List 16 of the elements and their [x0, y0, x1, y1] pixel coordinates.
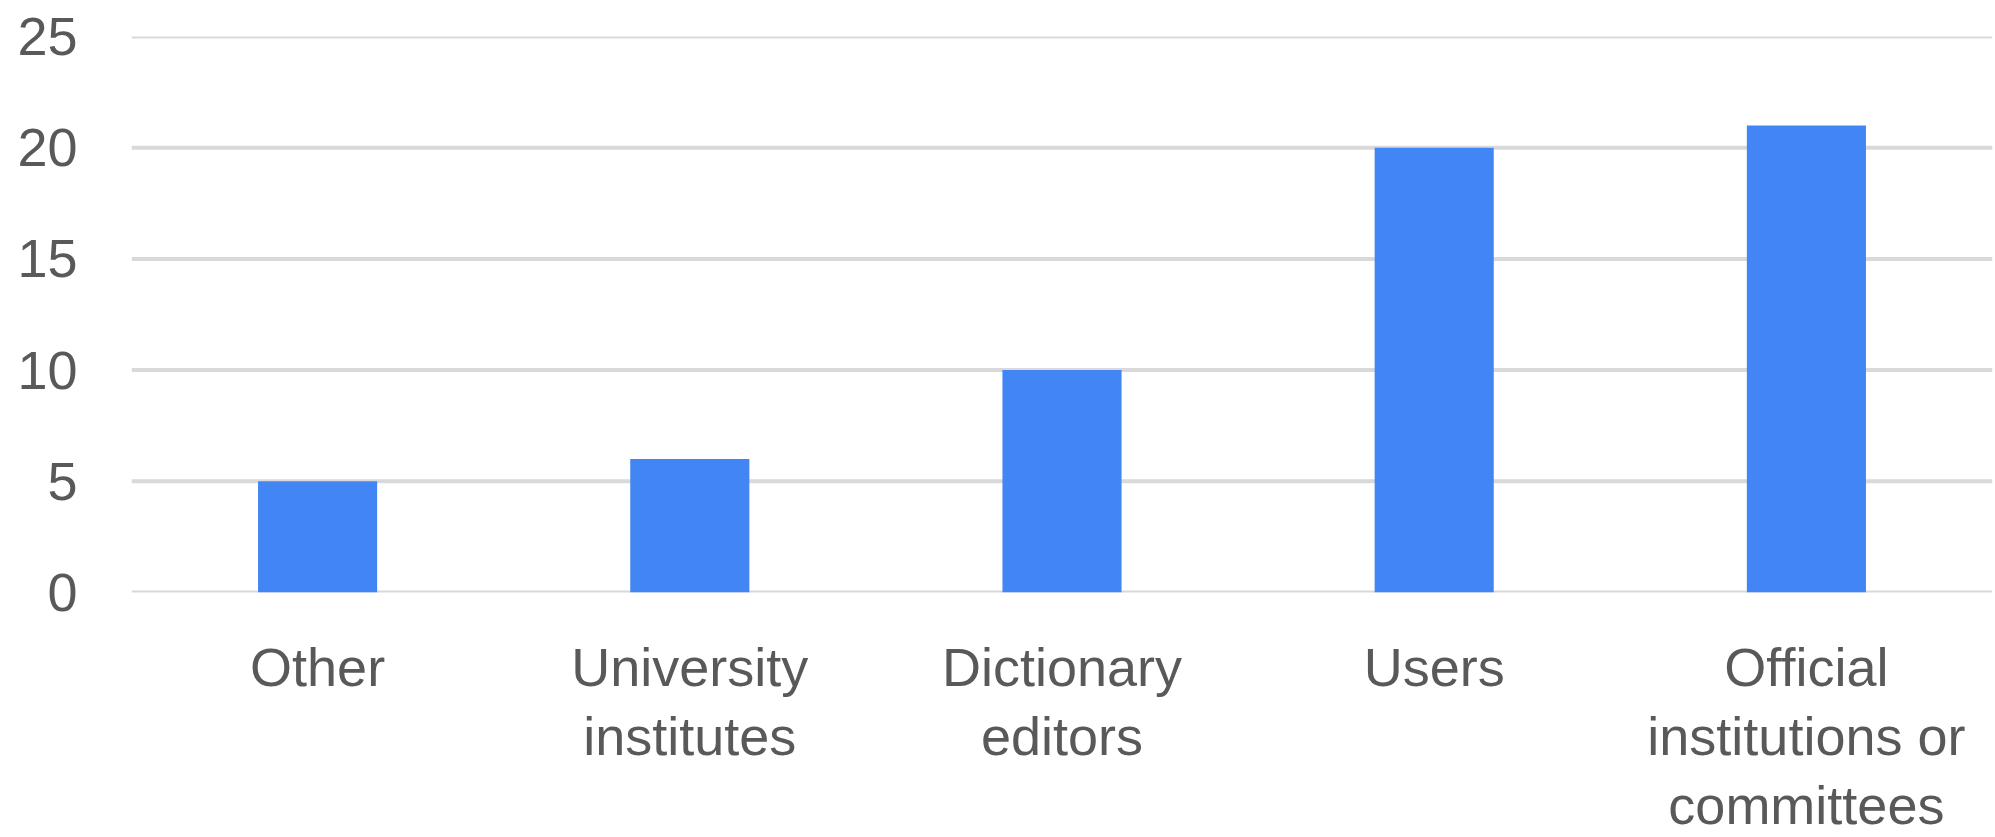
x-tick-label: Users [1363, 636, 1505, 697]
bar [1746, 125, 1866, 593]
bar [258, 481, 378, 593]
bar [1002, 370, 1122, 593]
bar [630, 459, 750, 593]
y-tick-label: 5 [47, 450, 78, 511]
bar [1374, 147, 1494, 593]
y-tick-label: 10 [17, 339, 78, 400]
x-tick-label: University institutes [571, 636, 809, 766]
x-tick-label: Dictionary editors [941, 636, 1183, 766]
y-tick-label: 0 [47, 562, 78, 622]
y-tick-label: 15 [17, 228, 78, 289]
x-tick-label: Other [250, 636, 386, 697]
x-tick-label: Official institutions or committees [1647, 636, 1966, 835]
y-tick-label: 20 [17, 117, 78, 178]
y-tick-label: 25 [17, 6, 78, 66]
